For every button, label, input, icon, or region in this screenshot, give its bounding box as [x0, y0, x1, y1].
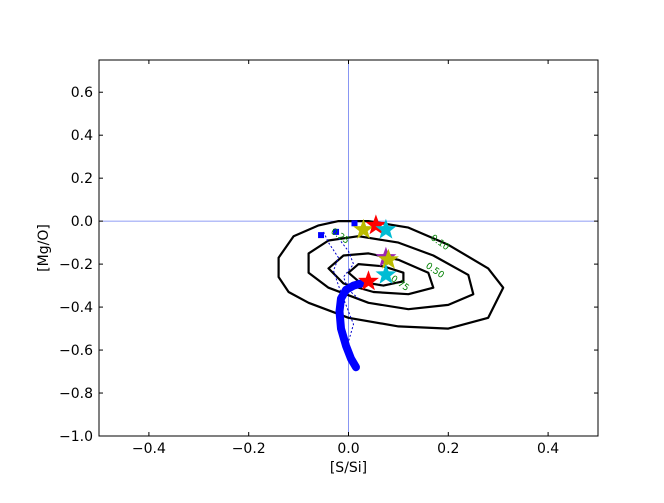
dotted-track-1 — [323, 231, 355, 342]
star-marker-6 — [375, 263, 397, 284]
x-tick-label: 0.0 — [337, 441, 359, 457]
y-tick-label: −0.4 — [59, 300, 93, 316]
dotted-track-2 — [338, 237, 359, 299]
reference-lines — [99, 60, 598, 436]
y-tick-label: 0.4 — [71, 128, 93, 144]
contour-label-4: 0.25 — [329, 227, 351, 247]
contour-label-1: 0.10 — [428, 233, 450, 253]
y-tick-label: −0.8 — [59, 386, 93, 402]
contour-line-2 — [307, 235, 475, 311]
y-tick-label: −0.2 — [59, 257, 93, 273]
x-axis-label: [S/Si] — [330, 460, 367, 476]
y-tick-label: 0.2 — [71, 171, 93, 187]
y-tick-label: 0.0 — [71, 214, 93, 230]
y-tick-label: −0.6 — [59, 343, 93, 359]
y-tick-label: −1.0 — [59, 429, 93, 445]
blue-point-3 — [351, 220, 358, 227]
star-marker-1 — [353, 218, 374, 239]
y-tick-label: 0.6 — [71, 85, 93, 101]
thick-track — [335, 279, 365, 372]
star-marker-3 — [375, 218, 397, 239]
x-tick-label: 0.2 — [437, 441, 459, 457]
x-tick-label: −0.4 — [132, 441, 166, 457]
contour-line-1 — [277, 220, 505, 330]
star-marker-2 — [365, 214, 387, 235]
contour-label-3: 0.75 — [388, 274, 410, 294]
evolution-tracks — [323, 231, 365, 372]
x-tick-label: 0.4 — [537, 441, 559, 457]
axes: −0.4 −0.2 0.0 0.2 0.4 −1.0 −0.8 −0.6 −0.4 −0.2 0.0… — [59, 60, 598, 457]
contour-label-2: 0.50 — [423, 261, 445, 281]
blue-point-1 — [318, 232, 325, 239]
star-marker-7 — [358, 270, 379, 291]
x-tick-label: −0.2 — [232, 441, 266, 457]
data-points — [318, 220, 358, 239]
blue-point-2 — [333, 228, 340, 235]
star-markers — [353, 214, 399, 291]
star-marker-5 — [378, 248, 399, 269]
y-axis-label: [Mg/O] — [36, 224, 52, 272]
